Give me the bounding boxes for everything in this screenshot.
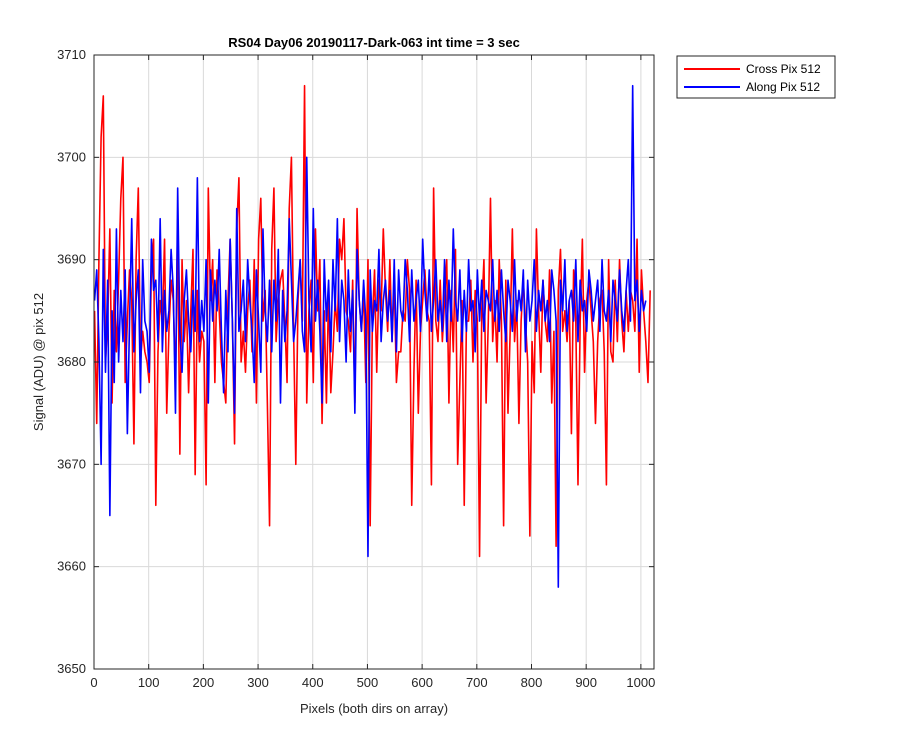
y-tick-label: 3670	[57, 456, 86, 471]
x-tick-label: 0	[90, 675, 97, 690]
x-tick-label: 500	[357, 675, 379, 690]
series-layer	[93, 84, 651, 588]
legend-label-along: Along Pix 512	[746, 80, 820, 94]
chart-title: RS04 Day06 20190117-Dark-063 int time = …	[228, 35, 520, 50]
ticks: 0 100 200 300 400 500 600 700 800 900 1000 3650 3660…	[57, 47, 655, 690]
y-axis-label: Signal (ADU) @ pix 512	[31, 293, 46, 431]
y-tick-label: 3680	[57, 354, 86, 369]
series-line-along-pix-512	[93, 84, 647, 588]
y-tick-label: 3650	[57, 661, 86, 676]
x-tick-label: 400	[302, 675, 324, 690]
legend-box	[676, 55, 836, 99]
x-tick-label: 200	[193, 675, 215, 690]
x-tick-label: 600	[411, 675, 433, 690]
legend: Cross Pix 512 Along Pix 512	[676, 55, 836, 99]
y-tick-label: 3690	[57, 252, 86, 267]
y-tick-label: 3710	[57, 47, 86, 62]
y-tick-label: 3700	[57, 149, 86, 164]
x-tick-label: 300	[247, 675, 269, 690]
x-tick-label: 900	[575, 675, 597, 690]
x-tick-label: 1000	[626, 675, 655, 690]
x-tick-label: 100	[138, 675, 160, 690]
legend-label-cross: Cross Pix 512	[746, 62, 821, 76]
x-tick-label: 700	[466, 675, 488, 690]
y-tick-label: 3660	[57, 559, 86, 574]
x-axis-label: Pixels (both dirs on array)	[300, 701, 448, 716]
x-tick-label: 800	[521, 675, 543, 690]
